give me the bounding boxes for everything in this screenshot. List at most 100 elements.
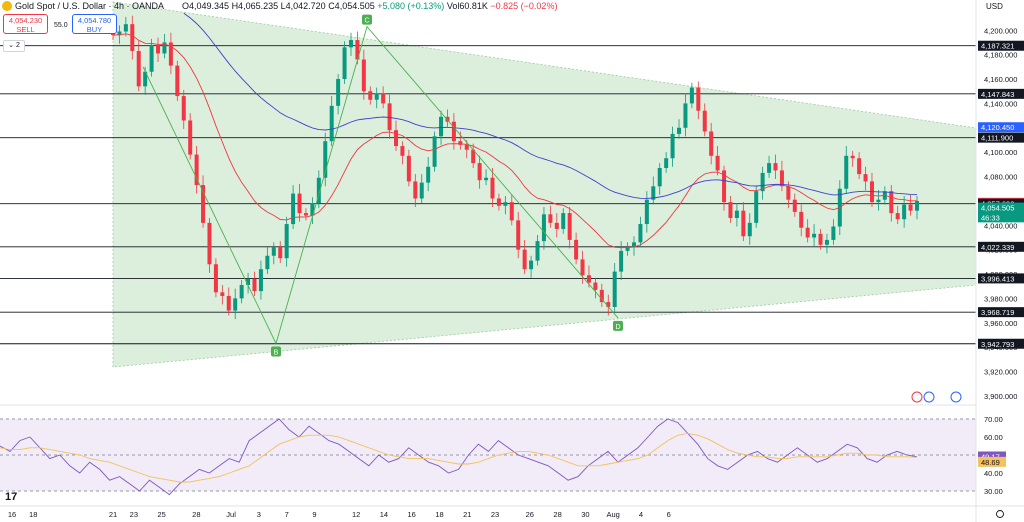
rsi-tick-label: 30.00 [984,487,1003,496]
candle-body [252,278,257,292]
candle-body [143,71,148,87]
news-event-icon[interactable] [911,391,923,403]
price-label-text: 3,942.793 [981,340,1014,349]
candle-body [722,170,727,203]
volume-change-value: −0.825 (−0.02%) [490,1,558,11]
pattern-point-marker[interactable] [271,346,281,357]
candle-body [303,213,308,216]
time-axis[interactable]: 16 18 21 23 25 28 Jul 3 7 9 12 14 16 18 21 23 26 28 30 Aug 4… [0,491,1024,519]
time-tick-label: Aug [606,510,619,519]
candle-body [580,259,585,276]
candle-body [432,136,437,167]
currency-label[interactable]: USD [986,2,1003,11]
candle-body [316,177,321,204]
economic-event-icon[interactable] [950,391,962,403]
rsi-pane [0,404,976,496]
price-label-tag [978,307,1024,318]
high-value: H4,065.235 [231,1,279,11]
price-tick-label: 3,980.000 [984,294,1017,303]
gold-symbol-icon [2,1,12,11]
candle-body [606,302,611,307]
candle-body [638,224,643,243]
open-value: O4,049.345 [182,1,230,11]
time-tick-label: 21 [109,510,117,519]
price-label-tag [978,212,1024,223]
candle-body [310,203,315,216]
buy-button[interactable]: 4,054.780 BUY [72,14,117,34]
candle-body [677,127,682,134]
candle-body [477,163,482,181]
time-tick-label: 6 [667,510,671,519]
candle-body [509,202,514,221]
candle-body [458,141,463,145]
rsi-ma-line[interactable] [0,432,918,483]
candle-body [863,174,868,182]
candle-body [760,172,765,192]
volume-value: Vol60.81K [446,1,488,11]
economic-event-icon[interactable] [923,391,935,403]
buy-label: BUY [86,25,103,34]
candle-body [226,295,231,311]
pattern-point-marker[interactable] [362,14,372,25]
candle-body [400,146,405,156]
candle-body [239,285,244,299]
candle-body [908,204,913,211]
time-tick-label: 21 [463,510,471,519]
price-label-text: 4,187.321 [981,42,1014,51]
ma-slow-line[interactable] [183,12,918,199]
candle-body [136,51,141,87]
rsi-ma-value-tag [978,456,1006,467]
time-tick-label: 23 [130,510,138,519]
candle-body [709,131,714,156]
candle-body [233,298,238,311]
candle-body [818,233,823,245]
candle-body [889,191,894,214]
time-tick-label: 25 [157,510,165,519]
candle-body [374,93,379,100]
candle-body [329,105,334,142]
time-tick-label: 18 [29,510,37,519]
time-tick-label: 7 [285,510,289,519]
candle-body [657,168,662,187]
close-value: C4,054.505 [328,1,375,11]
candle-body [651,186,656,200]
pattern-point-marker[interactable] [613,320,623,331]
abcd-pattern-line[interactable] [142,25,619,345]
candle-body [348,40,353,48]
time-tick-label: Jul [226,510,236,519]
price-tick-label: 3,900.000 [984,392,1017,401]
sell-price: 4,054.230 [8,16,43,25]
candle-body [831,226,836,240]
price-label-text: 4,120.450 [981,123,1014,132]
rsi-line[interactable] [0,418,918,496]
symbol-title[interactable]: Gold Spot / U.S. Dollar · 4h · OANDA [15,1,165,11]
price-tick-label: 3,920.000 [984,368,1017,377]
candle-body [561,213,566,229]
candle-body [336,79,341,106]
price-axis[interactable]: 4,200.000 4,180.000 4,160.000 4,140.000 4,12… [975,0,1017,522]
price-label-tag [978,241,1024,252]
candle-body [445,116,450,122]
candle-body [599,289,604,303]
candle-body [670,133,675,159]
price-label-tag [978,88,1024,99]
candle-body [278,247,283,259]
price-label-text: 4,111.900 [981,134,1013,143]
candle-body [194,154,199,186]
ma-fast-line[interactable] [112,33,917,249]
price-label-tag [978,202,1024,213]
price-label-text: 4,054.505 [981,204,1014,213]
candle-body [188,120,193,155]
candle-body [773,163,778,171]
candle-body [805,227,810,238]
settings-icon[interactable] [996,510,1004,518]
sell-button[interactable]: 4,054.230 SELL [3,14,48,34]
pattern-point-label: D [615,324,620,331]
candle-body [767,163,772,173]
time-tick-label: 4 [639,510,643,519]
tradingview-logo[interactable]: 17 [5,491,17,503]
indicators-collapse-button[interactable]: ⌄ 2 [3,40,25,52]
candle-body [844,155,849,189]
candle-body [156,44,161,54]
